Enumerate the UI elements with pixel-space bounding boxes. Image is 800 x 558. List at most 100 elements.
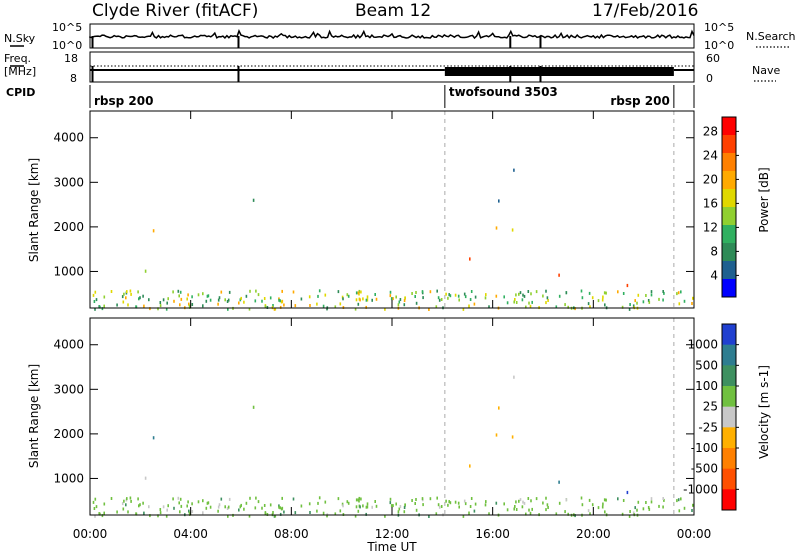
echo-cell xyxy=(581,296,584,300)
cpid-segment-label: twofsound 3503 xyxy=(449,85,558,99)
echo-cell xyxy=(99,512,101,516)
echo-cell xyxy=(207,294,210,298)
x-axis: 00:00 04:00 08:00 12:00 16:00 20:00 00:00 xyxy=(73,111,711,541)
echo-cell xyxy=(414,295,416,298)
echo-cell xyxy=(437,296,440,300)
echo-cell xyxy=(628,307,631,311)
echo-cell xyxy=(179,510,181,514)
echo-cell xyxy=(384,514,386,518)
echo-cell xyxy=(123,292,125,296)
echo-cell xyxy=(206,294,209,298)
colorbar-swatch xyxy=(722,279,736,298)
echo-cell xyxy=(677,498,680,502)
echo-cell xyxy=(157,307,159,311)
echo-cell xyxy=(411,499,413,502)
echo-cell xyxy=(125,296,127,300)
echo-cell xyxy=(166,301,168,305)
echo-cell xyxy=(521,505,524,509)
echo-cell xyxy=(447,296,449,300)
echo-cell xyxy=(676,499,678,503)
cpid-segment-label: rbsp 200 xyxy=(94,94,153,108)
echo-cell xyxy=(309,304,311,307)
echo-cell xyxy=(279,299,281,303)
colorbar-tick-label: 20 xyxy=(703,172,718,186)
echo-cell xyxy=(180,297,183,301)
colorbar-tick-label: -25 xyxy=(698,420,718,434)
echo-cell xyxy=(159,508,162,511)
echo-cell xyxy=(341,502,344,506)
echo-cell xyxy=(127,510,129,514)
echo-cell xyxy=(397,303,400,307)
echo-cell xyxy=(678,509,681,513)
power-ylabel: Slant Range [km] xyxy=(27,158,41,262)
echo-cell xyxy=(484,296,487,300)
x-tick-label: 04:00 xyxy=(173,527,208,541)
echo-cell xyxy=(597,299,600,303)
echo-cell xyxy=(263,297,266,300)
colorbar-swatch xyxy=(722,153,736,172)
echo-cell xyxy=(144,476,147,480)
echo-cell xyxy=(604,303,606,307)
echo-cell xyxy=(683,506,686,510)
colorbar-swatch xyxy=(722,406,736,428)
echo-cell xyxy=(359,505,361,509)
echo-cell xyxy=(634,506,636,510)
echo-cell xyxy=(186,297,188,301)
echo-cell xyxy=(355,291,358,295)
echo-cell xyxy=(188,302,190,306)
echo-cell xyxy=(564,303,566,307)
echo-cell xyxy=(374,293,376,296)
echo-cell xyxy=(523,501,526,505)
echo-cell xyxy=(473,302,476,306)
echo-cell xyxy=(626,283,629,288)
echo-cell xyxy=(172,290,174,294)
echo-cell xyxy=(642,507,645,511)
echo-cell xyxy=(135,305,138,309)
echo-cell xyxy=(317,501,319,505)
echo-cell xyxy=(354,307,357,311)
echo-cell xyxy=(555,512,558,516)
echo-cell xyxy=(355,498,358,502)
echo-cell xyxy=(488,305,490,309)
echo-cell xyxy=(574,307,576,311)
echo-cell xyxy=(326,307,328,311)
echo-cell xyxy=(632,511,635,515)
noise-panel-frame xyxy=(89,23,695,49)
echo-cell xyxy=(152,436,155,440)
echo-cell xyxy=(339,509,342,513)
echo-cell xyxy=(209,505,212,509)
echo-cell xyxy=(280,507,283,511)
echo-cell xyxy=(503,295,505,299)
colorbar-tick-label: 4 xyxy=(710,268,718,282)
echo-cell xyxy=(238,508,240,512)
echo-cell xyxy=(587,509,590,513)
echo-cell xyxy=(636,301,638,305)
echo-cell xyxy=(528,508,530,512)
echo-cell xyxy=(227,307,229,311)
echo-cell xyxy=(143,511,145,515)
velocity-cbar-label: Velocity [m s-1] xyxy=(757,365,771,459)
echo-cell xyxy=(602,502,604,506)
echo-cell xyxy=(403,303,406,307)
echo-cell xyxy=(326,514,328,518)
x-tick-label: 16:00 xyxy=(475,527,510,541)
echo-cell xyxy=(470,497,473,500)
echo-cell xyxy=(428,308,430,311)
echo-cell xyxy=(202,511,204,515)
echo-cell xyxy=(127,303,129,307)
velocity-panel: 4000 3000 2000 1000 Slant Range [km] 1000 50… xyxy=(27,317,771,518)
echo-cell xyxy=(248,307,251,311)
colorbar-swatch xyxy=(722,489,736,511)
colorbar-tick-label: 500 xyxy=(695,358,718,372)
echo-cell xyxy=(264,512,267,516)
colorbar-swatch xyxy=(722,386,736,408)
echo-cell xyxy=(617,497,619,501)
echo-cell xyxy=(647,299,650,302)
x-tick-label: 20:00 xyxy=(576,527,611,541)
echo-cell xyxy=(279,305,282,309)
echo-cell xyxy=(647,506,650,509)
echo-cell xyxy=(217,302,219,306)
echo-cell xyxy=(249,289,251,293)
x-tick-label: 00:00 xyxy=(73,527,108,541)
